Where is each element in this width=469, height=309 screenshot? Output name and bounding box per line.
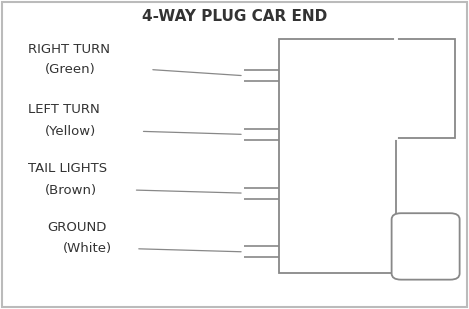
Text: (Green): (Green)	[45, 63, 95, 76]
Text: (Yellow): (Yellow)	[45, 125, 96, 138]
Bar	[396, 39, 455, 138]
Text: (White): (White)	[63, 242, 113, 255]
FancyBboxPatch shape	[392, 213, 460, 280]
Text: 4-WAY PLUG CAR END: 4-WAY PLUG CAR END	[142, 10, 327, 24]
Text: (Brown): (Brown)	[45, 184, 97, 197]
Text: RIGHT TURN: RIGHT TURN	[28, 43, 110, 56]
Text: LEFT TURN: LEFT TURN	[28, 103, 100, 116]
Text: GROUND: GROUND	[47, 221, 106, 234]
Text: TAIL LIGHTS: TAIL LIGHTS	[28, 162, 107, 175]
Bar	[279, 39, 396, 273]
